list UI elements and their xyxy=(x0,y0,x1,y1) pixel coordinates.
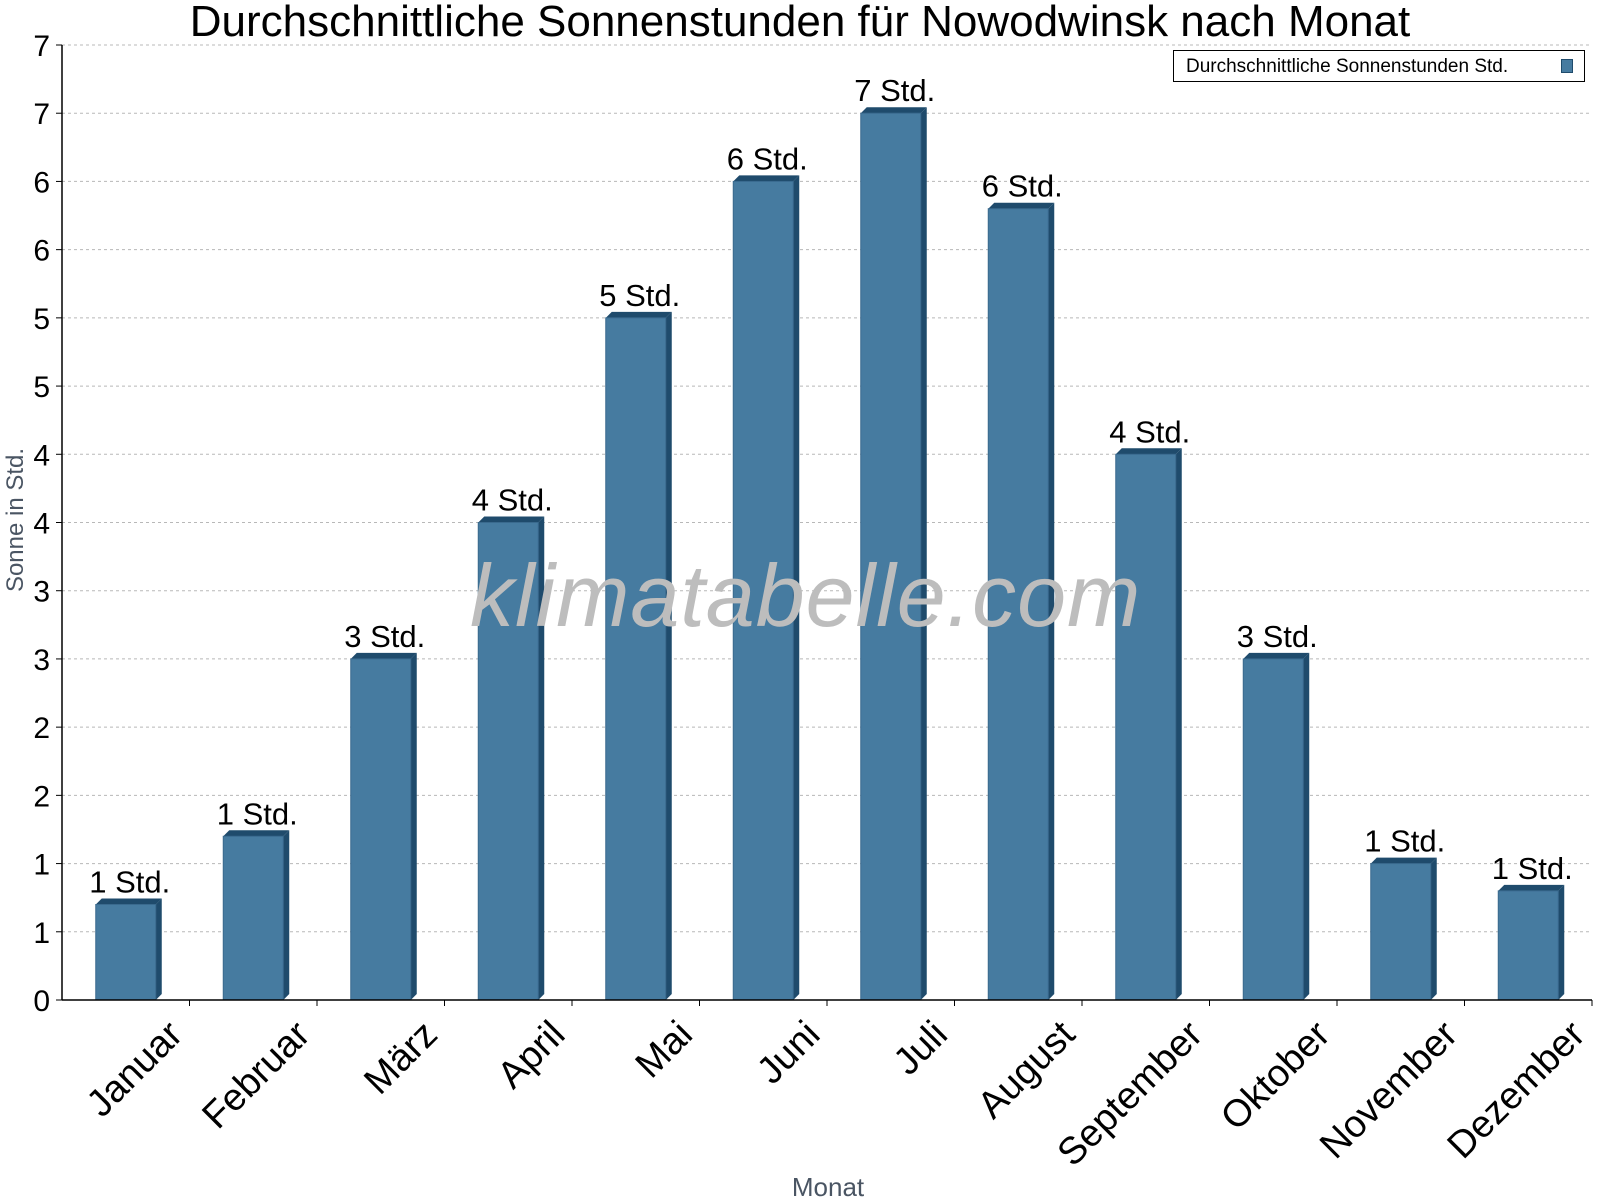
bar-top xyxy=(1115,448,1182,455)
bar-side xyxy=(410,652,417,1000)
bar-side xyxy=(1303,652,1310,1000)
bar-side xyxy=(1430,857,1437,1000)
bar-side xyxy=(1048,202,1055,1000)
data-label: 3 Std. xyxy=(1237,619,1318,654)
x-tick-label: Oktober xyxy=(1213,1013,1339,1139)
data-label: 1 Std. xyxy=(217,796,298,831)
x-tick-label: Januar xyxy=(79,1013,191,1125)
data-label: 6 Std. xyxy=(982,169,1063,204)
grid-lines xyxy=(62,44,1592,933)
x-tick-label: April xyxy=(490,1013,573,1096)
bar xyxy=(222,835,284,1001)
bar-top xyxy=(95,898,162,905)
x-tick-label: August xyxy=(970,1013,1084,1127)
bar xyxy=(732,180,794,1001)
bar-side xyxy=(155,898,162,1000)
bar xyxy=(987,208,1049,1001)
bar-top xyxy=(223,830,290,837)
y-tick-label: 7 xyxy=(33,98,50,131)
y-tick-label: 7 xyxy=(33,30,50,63)
data-label: 4 Std. xyxy=(472,483,553,518)
legend-series-label: Durchschnittliche Sonnenstunden Std. xyxy=(1186,56,1509,77)
data-labels: 1 Std. 1 Std. 3 Std. 4 Std. 5 Std. 6 Std. 7 St… xyxy=(89,73,1573,899)
watermark: klimatabelle.com xyxy=(470,546,1142,645)
bar-top xyxy=(733,175,800,182)
y-tick-label: 2 xyxy=(33,712,50,745)
y-tick-label: 5 xyxy=(33,371,50,404)
bar xyxy=(1242,658,1304,1001)
bar-top xyxy=(1370,857,1437,864)
y-tick-label: 1 xyxy=(33,849,50,882)
data-label: 7 Std. xyxy=(854,73,935,108)
bar-side xyxy=(1558,884,1565,1000)
x-tick-label: Dezember xyxy=(1440,1013,1594,1167)
y-tick-label: 5 xyxy=(33,303,50,336)
y-tick-label: 0 xyxy=(33,985,50,1018)
bar-side xyxy=(283,830,290,1000)
chart-title: Durchschnittliche Sonnenstunden für Nowo… xyxy=(189,0,1411,46)
y-tick-label: 6 xyxy=(33,235,50,268)
y-tick-label: 3 xyxy=(33,576,50,609)
bar xyxy=(477,522,539,1001)
bars xyxy=(95,107,1565,1001)
bar-side xyxy=(793,175,800,1000)
bar xyxy=(350,658,412,1001)
y-tick-label: 2 xyxy=(33,780,50,813)
data-label: 4 Std. xyxy=(1109,414,1190,449)
data-label: 1 Std. xyxy=(1364,824,1445,859)
x-tick-label: März xyxy=(356,1013,445,1102)
y-tick-label: 4 xyxy=(33,508,50,541)
data-label: 6 Std. xyxy=(727,141,808,176)
legend-swatch xyxy=(1561,59,1573,73)
bar xyxy=(95,904,157,1001)
y-tick-label: 4 xyxy=(33,439,50,472)
bar-top xyxy=(478,516,545,523)
bar-side xyxy=(1175,448,1182,1000)
bar xyxy=(605,317,667,1001)
axes xyxy=(56,44,1593,1006)
y-tick-label: 6 xyxy=(33,166,50,199)
bar xyxy=(1370,863,1432,1001)
x-tick-label: November xyxy=(1312,1013,1466,1167)
x-tick-label: Juli xyxy=(886,1013,956,1083)
x-tick-label: Mai xyxy=(628,1013,701,1086)
bar-top xyxy=(988,202,1055,209)
data-label: 5 Std. xyxy=(599,278,680,313)
data-label: 1 Std. xyxy=(89,865,170,900)
bar xyxy=(1115,453,1177,1001)
bar-side xyxy=(665,311,672,1000)
legend: Durchschnittliche Sonnenstunden Std. xyxy=(1173,50,1585,82)
bar-top xyxy=(1243,652,1310,659)
x-axis-label: Monat xyxy=(791,1172,865,1202)
data-label: 1 Std. xyxy=(1492,851,1573,886)
bar xyxy=(860,112,922,1001)
y-tick-label: 1 xyxy=(33,917,50,950)
bar-top xyxy=(350,652,417,659)
x-tick-label: Februar xyxy=(194,1013,318,1137)
bar-side xyxy=(538,516,545,1000)
x-tick-label: Juni xyxy=(749,1013,828,1092)
data-label: 3 Std. xyxy=(344,619,425,654)
y-tick-label: 3 xyxy=(33,644,50,677)
bar-top xyxy=(605,311,672,318)
bar-top xyxy=(1498,884,1565,891)
bar xyxy=(1497,890,1559,1001)
bar-side xyxy=(920,107,927,1000)
y-axis-label: Sonne in Std. xyxy=(2,447,29,593)
bar-top xyxy=(860,107,927,114)
